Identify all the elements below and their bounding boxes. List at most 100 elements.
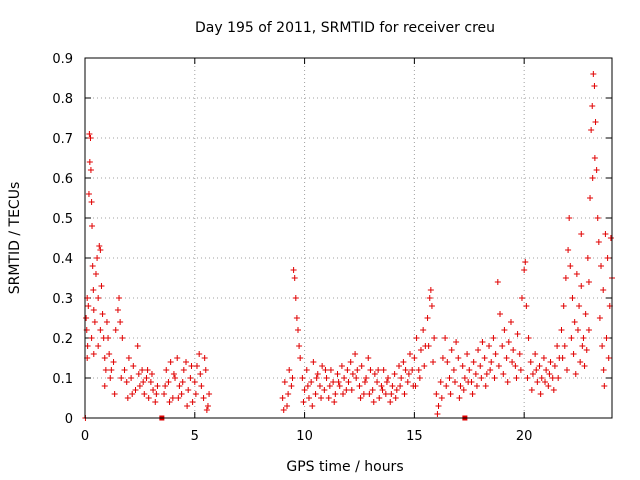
data-point [202, 367, 209, 373]
data-point [492, 351, 499, 357]
data-point [119, 335, 126, 341]
data-point [547, 359, 554, 365]
data-point [589, 103, 596, 109]
data-point [336, 383, 343, 389]
data-point [305, 395, 312, 401]
data-point [402, 367, 409, 373]
data-point [88, 199, 95, 205]
data-point [585, 327, 592, 333]
data-point [367, 367, 374, 373]
data-point [457, 383, 464, 389]
data-point [477, 363, 484, 369]
data-point [291, 275, 298, 281]
data-point [365, 355, 372, 361]
data-point [288, 383, 295, 389]
data-point [289, 375, 296, 381]
data-point [525, 335, 532, 341]
data-point [578, 283, 585, 289]
data-point [174, 355, 181, 361]
data-point [152, 399, 159, 405]
data-point [453, 339, 460, 345]
data-point [426, 295, 433, 301]
data-point [331, 399, 338, 405]
data-point [125, 355, 132, 361]
data-point [416, 375, 423, 381]
y-tick-label: 0.4 [52, 252, 73, 267]
data-point [376, 395, 383, 401]
data-point [593, 167, 600, 173]
y-tick-label: 0.8 [52, 92, 73, 107]
data-point [128, 375, 135, 381]
y-tick-labels: 0 0.1 0.2 0.3 0.4 0.5 0.6 0.7 0.8 0.9 [52, 52, 73, 427]
data-point [296, 343, 303, 349]
data-point [507, 319, 514, 325]
data-point [400, 359, 407, 365]
data-point [141, 391, 148, 397]
data-point [524, 375, 531, 381]
data-point [427, 287, 434, 293]
data-point [380, 367, 387, 373]
data-point [513, 375, 520, 381]
data-point [517, 367, 524, 373]
data-point [592, 119, 599, 125]
data-point [596, 315, 603, 321]
data-point [180, 367, 187, 373]
data-point [343, 387, 350, 393]
data-point [599, 343, 606, 349]
data-point [455, 355, 462, 361]
data-point [314, 371, 321, 377]
data-point [528, 387, 535, 393]
data-point [102, 367, 109, 373]
data-point [281, 379, 288, 385]
data-point [279, 395, 286, 401]
data-point [434, 411, 441, 417]
data-point [538, 375, 545, 381]
data-point [583, 347, 590, 353]
data-point [411, 355, 418, 361]
data-point [285, 391, 292, 397]
data-point [150, 387, 157, 393]
data-point [529, 371, 536, 377]
y-tick-label: 0 [65, 412, 73, 427]
data-point [178, 391, 185, 397]
data-point [184, 403, 191, 409]
data-point [96, 243, 103, 249]
data-point [98, 283, 105, 289]
data-point [550, 387, 557, 393]
data-point [478, 375, 485, 381]
data-point [558, 327, 565, 333]
data-point [565, 247, 572, 253]
data-point [594, 215, 601, 221]
data-point [574, 327, 581, 333]
data-point [563, 367, 570, 373]
data-point [607, 235, 614, 241]
data-point [114, 307, 121, 313]
data-point [97, 327, 104, 333]
data-point [154, 383, 161, 389]
data-point [185, 387, 192, 393]
data-point [313, 375, 320, 381]
data-point [413, 335, 420, 341]
data-point [459, 363, 466, 369]
data-point [91, 319, 98, 325]
data-point [464, 351, 471, 357]
data-point [388, 391, 395, 397]
data-point [124, 395, 131, 401]
data-point [101, 355, 108, 361]
data-point [401, 391, 408, 397]
data-point [435, 403, 442, 409]
data-point [398, 375, 405, 381]
data-point [444, 359, 451, 365]
data-point [88, 335, 95, 341]
data-point [510, 347, 517, 353]
data-point [132, 387, 139, 393]
data-point [428, 303, 435, 309]
data-point [183, 359, 190, 365]
data-point [347, 359, 354, 365]
data-point [206, 391, 213, 397]
data-point [523, 303, 530, 309]
data-point [405, 371, 412, 377]
data-point [439, 355, 446, 361]
data-point [294, 327, 301, 333]
data-point [584, 255, 591, 261]
